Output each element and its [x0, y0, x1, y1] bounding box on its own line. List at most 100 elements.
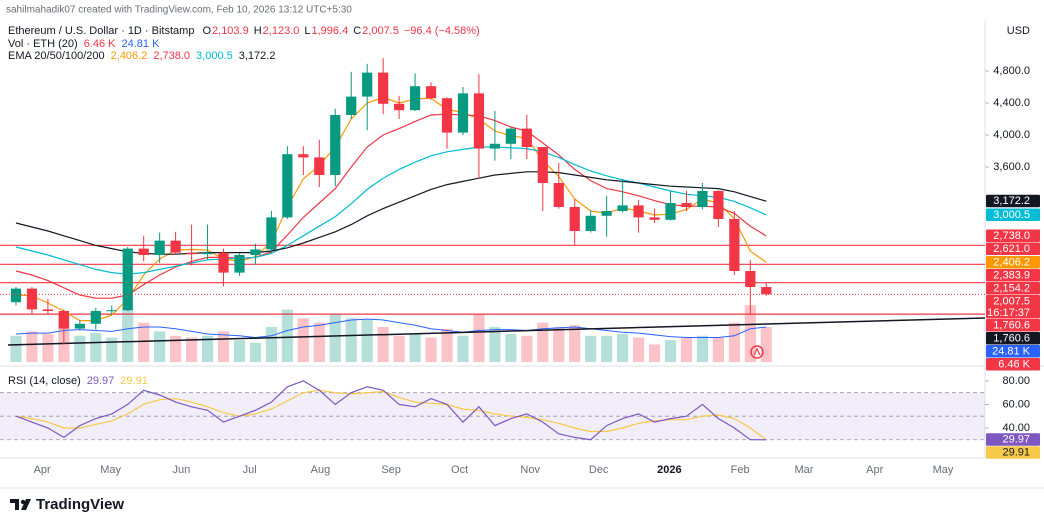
candle-body — [409, 86, 421, 111]
ohlc-key: O — [202, 25, 211, 37]
ohlc-key: L — [304, 25, 310, 37]
candle-body — [745, 271, 756, 287]
volume-bar — [521, 335, 533, 362]
candle-body — [58, 311, 69, 329]
ohlc-value: 1,996.4 — [312, 25, 349, 37]
price-tag-label: 24.81 K — [992, 345, 1031, 357]
candle-body — [218, 252, 229, 273]
volume-bar — [249, 342, 262, 362]
price-tag-label: 6.46 K — [998, 358, 1030, 370]
x-tick-label: Nov — [520, 464, 540, 476]
volume-bar — [313, 322, 325, 362]
candle-body — [314, 157, 325, 175]
y-tick-label: 4,000.0 — [993, 129, 1030, 141]
x-tick-label: Oct — [451, 464, 468, 476]
rsi-line — [15, 380, 767, 441]
volume-bar — [632, 337, 645, 362]
candle-body — [649, 217, 660, 220]
price-tag — [986, 256, 1040, 269]
price-tag — [986, 229, 1040, 242]
candle-body — [42, 309, 54, 311]
brand-logo — [10, 499, 31, 510]
candle-body — [170, 240, 181, 253]
x-tick-label: Sep — [381, 464, 401, 476]
price-tag-label: 2,154.2 — [993, 282, 1030, 294]
volume-bar — [345, 318, 357, 362]
y-tick-label: 3,600.0 — [993, 161, 1030, 173]
volume-bar — [201, 335, 214, 362]
plot-area — [0, 58, 985, 362]
ema-legend-value: 2,738.0 — [153, 50, 190, 62]
rsi-tag-label: 29.97 — [1002, 434, 1030, 446]
volume-bar — [537, 322, 549, 362]
price-tag-label: 2,621.0 — [993, 243, 1030, 255]
volume-bar — [505, 334, 517, 362]
candle-body — [761, 287, 772, 295]
ema-label: EMA 20/50/100/200 — [8, 50, 105, 62]
y-tick-label: 4,400.0 — [993, 97, 1030, 109]
candle-body — [681, 203, 692, 207]
price-tag-label: 2,383.9 — [993, 269, 1030, 281]
trendline — [7, 317, 985, 346]
price-tag-label: 3,000.5 — [993, 209, 1030, 221]
rsi-ma-line — [15, 389, 767, 441]
ohlc-value: 2,007.5 — [362, 25, 399, 37]
volume-bar — [680, 337, 693, 362]
price-tag — [986, 358, 1040, 371]
candle-body — [394, 103, 405, 111]
volume-bar — [185, 337, 198, 362]
price-tag-label: 2,738.0 — [993, 230, 1030, 242]
ema-line — [15, 113, 767, 299]
volume-bar — [329, 313, 341, 362]
price-tag-label: 2,406.2 — [993, 256, 1030, 268]
volume-bar — [744, 305, 756, 362]
candle-body — [10, 288, 22, 303]
volume-bar — [217, 331, 230, 362]
candle-body — [234, 255, 245, 273]
candle-body — [202, 252, 213, 255]
volume-bar — [265, 327, 277, 362]
volume-bar — [297, 318, 309, 362]
rsi-y-tick-label: 40.00 — [1002, 422, 1030, 434]
price-tag — [986, 295, 1040, 319]
volume-bar — [42, 334, 54, 362]
x-tick-label: May — [100, 464, 121, 476]
volume-bar — [26, 331, 38, 362]
ema-legend-value: 3,000.5 — [196, 50, 233, 62]
candle-body — [122, 248, 133, 311]
x-tick-label: Jun — [172, 464, 190, 476]
volume-bar — [122, 309, 134, 362]
x-tick-label: 2026 — [657, 464, 681, 476]
candle-body — [90, 311, 101, 324]
volume-bar — [281, 309, 293, 362]
volume-bar — [569, 325, 581, 362]
price-tag — [986, 282, 1040, 295]
price-tag — [986, 332, 1040, 345]
candle-body — [282, 154, 293, 218]
volume-bar — [696, 335, 709, 362]
candle-body — [378, 72, 389, 104]
price-tag — [986, 319, 1040, 332]
volume-bar — [361, 320, 373, 362]
candle-body — [729, 219, 740, 271]
x-tick-label: Dec — [589, 464, 609, 476]
x-tick-label: May — [933, 464, 954, 476]
price-tag — [986, 194, 1040, 208]
ohlc-key: C — [353, 25, 361, 37]
rsi-y-tick-label: 60.00 — [1002, 398, 1030, 410]
volume-bar — [648, 344, 661, 362]
volume-bar — [393, 335, 405, 362]
candle-body — [26, 288, 38, 310]
volume-legend-value: 24.81 K — [122, 38, 161, 50]
x-tick-label: Mar — [794, 464, 813, 476]
candle-body — [505, 128, 516, 144]
candle-body — [713, 191, 724, 219]
volume-bar — [712, 337, 724, 362]
price-tag — [986, 345, 1040, 358]
candle-body — [346, 96, 357, 115]
candle-body — [617, 205, 628, 211]
rsi-tag — [986, 446, 1040, 459]
candle-body — [298, 154, 309, 158]
candle-body — [425, 86, 437, 99]
